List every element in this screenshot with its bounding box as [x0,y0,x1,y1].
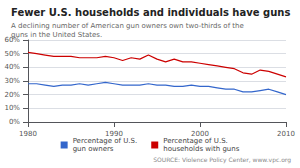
svg-text:gun owners: gun owners [73,145,114,153]
svg-text:30%: 30% [4,77,20,85]
svg-text:20%: 20% [4,91,20,99]
svg-text:50%: 50% [4,50,20,58]
svg-text:10%: 10% [4,104,20,112]
svg-text:Fewer U.S. households and indi: Fewer U.S. households and individuals ha… [11,7,290,18]
svg-text:guns in the United States.: guns in the United States. [11,31,102,39]
svg-text:A declining number of American: A declining number of American gun owner… [11,22,246,30]
svg-text:2000: 2000 [191,129,209,138]
svg-text:60%: 60% [4,36,20,44]
svg-text:Percentage of U.S.: Percentage of U.S. [73,137,138,145]
svg-text:Percentage of U.S.: Percentage of U.S. [163,137,228,145]
svg-text:2010: 2010 [277,130,295,138]
svg-text:40%: 40% [4,63,20,71]
svg-text:0%: 0% [9,118,20,126]
svg-text:SOURCE: Violence Policy Center: SOURCE: Violence Policy Center, www.vpc.… [153,156,291,164]
svg-text:1980: 1980 [19,130,37,138]
svg-text:households with guns: households with guns [163,145,239,153]
svg-text:1990: 1990 [105,129,123,138]
